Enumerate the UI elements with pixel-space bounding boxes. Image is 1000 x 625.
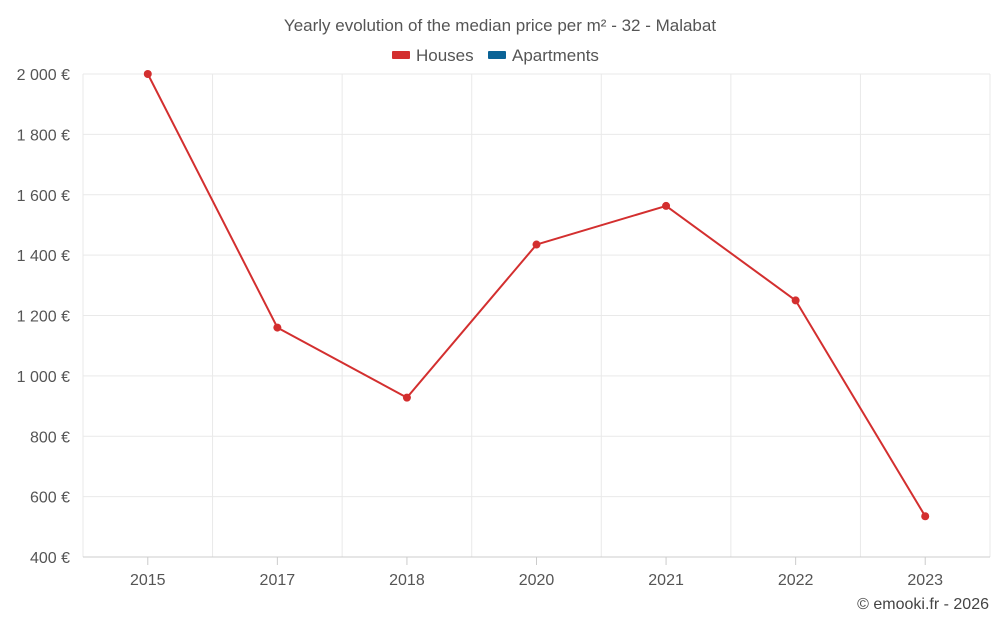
data-point-houses-2023[interactable]: [921, 512, 930, 521]
data-point-houses-2021[interactable]: [662, 201, 671, 210]
x-tick-label: 2020: [519, 572, 555, 589]
credit-text: © emooki.fr - 2026: [857, 596, 989, 613]
data-point-houses-2017[interactable]: [273, 323, 282, 332]
x-tick-label: 2015: [130, 572, 166, 589]
x-tick-label: 2017: [260, 572, 296, 589]
data-point-houses-2015[interactable]: [143, 70, 152, 78]
data-point-houses-2020[interactable]: [532, 240, 541, 249]
series: [143, 70, 930, 521]
chart-title: Yearly evolution of the median price per…: [284, 16, 716, 35]
legend-swatch-houses: [392, 51, 410, 59]
x-tick-label: 2018: [389, 572, 425, 589]
y-tick-label: 1 200 €: [17, 309, 70, 326]
y-tick-label: 600 €: [30, 490, 70, 507]
y-tick-label: 800 €: [30, 429, 70, 446]
x-tick-label: 2021: [648, 572, 684, 589]
grid: [82, 73, 991, 557]
legend-label-houses: Houses: [416, 46, 474, 65]
legend-item-apartments[interactable]: Apartments: [488, 46, 599, 65]
x-axis-labels: 2015 2017 2018 2020 2021 2022 2023: [130, 572, 943, 589]
y-tick-label: 2 000 €: [17, 67, 70, 84]
y-tick-label: 1 800 €: [17, 127, 70, 144]
data-point-houses-2022[interactable]: [791, 296, 800, 305]
legend-swatch-apartments: [488, 51, 506, 59]
axes: [83, 556, 990, 565]
x-tick-label: 2023: [907, 572, 943, 589]
y-tick-label: 1 400 €: [17, 248, 70, 265]
data-point-houses-2018[interactable]: [402, 393, 411, 402]
y-tick-label: 400 €: [30, 550, 70, 567]
legend: Houses Apartments: [392, 46, 599, 65]
y-axis-labels: 400 € 600 € 800 € 1 000 € 1 200 € 1 400 € 1 60…: [17, 67, 70, 567]
x-tick-label: 2022: [778, 572, 814, 589]
legend-label-apartments: Apartments: [512, 46, 599, 65]
legend-item-houses[interactable]: Houses: [392, 46, 474, 65]
series-line-houses: [146, 73, 927, 517]
y-tick-label: 1 000 €: [17, 369, 70, 386]
y-tick-label: 1 600 €: [17, 188, 70, 205]
